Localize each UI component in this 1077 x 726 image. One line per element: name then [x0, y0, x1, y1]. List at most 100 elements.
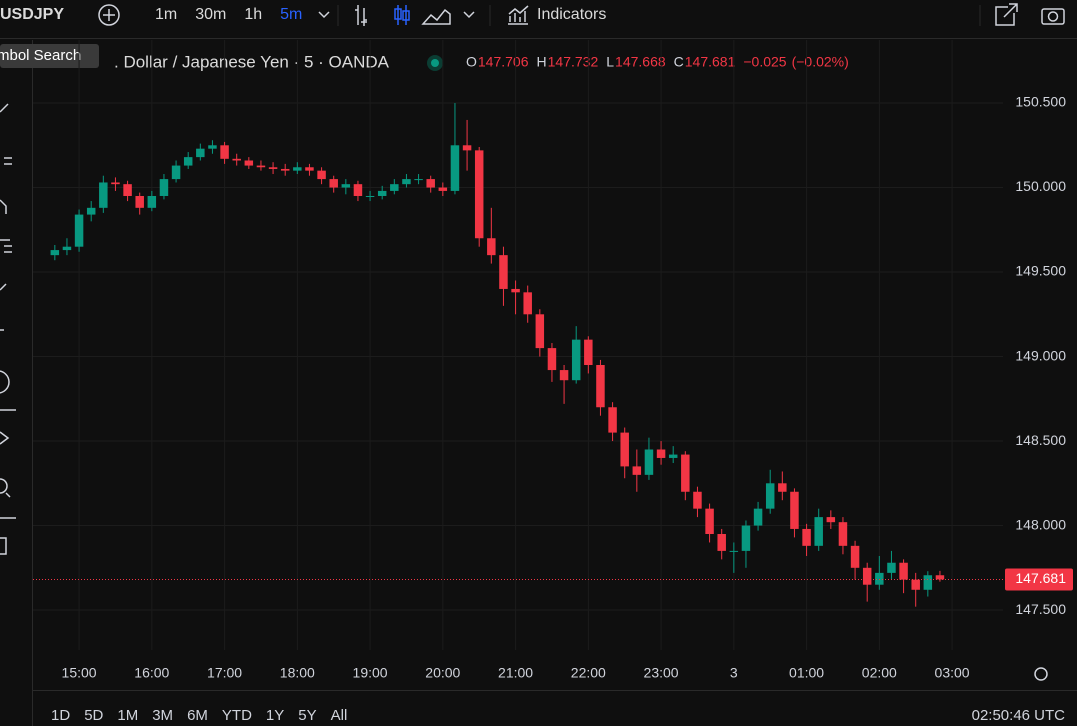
candle-body	[438, 187, 448, 191]
candle-body	[377, 190, 387, 196]
range-buttons: 1D 5D 1M 3M 6M YTD 1Y 5Y All	[51, 707, 347, 724]
range-button[interactable]: 3M	[152, 707, 173, 724]
settings-button[interactable]	[1034, 667, 1048, 681]
zoom-tool[interactable]	[0, 478, 8, 494]
legend-text: O	[466, 54, 477, 70]
shape-tool[interactable]	[0, 370, 10, 394]
range-button[interactable]: 1D	[51, 707, 70, 724]
interval-button[interactable]: 1m	[155, 6, 177, 23]
last-price-tag	[1005, 568, 1073, 591]
ohlc-legend: O 147.706 H 147.732 L 147.668 C 147.681 −0.025 (−…	[466, 54, 849, 70]
market-status-dot	[431, 59, 439, 67]
snapshot-button[interactable]	[1041, 8, 1065, 25]
interval-button[interactable]: 5m	[280, 6, 302, 23]
drawing-tools[interactable]	[0, 103, 16, 519]
candle-body	[135, 195, 144, 208]
candle-body	[123, 184, 132, 196]
candle-body	[450, 145, 460, 191]
tooltip-text: mbol Search	[0, 47, 81, 64]
candle-body	[571, 339, 581, 381]
x-tick-label: 21:00	[498, 665, 533, 681]
candle-body	[256, 165, 266, 168]
candle-body	[850, 545, 860, 568]
interval-button[interactable]: 30m	[195, 6, 226, 23]
range-button[interactable]: 6M	[187, 707, 208, 724]
candle-body	[523, 292, 532, 315]
y-tick-label: 148.500	[1015, 432, 1066, 448]
compare-button[interactable]	[98, 4, 120, 26]
candle-body	[74, 214, 84, 247]
candle-body	[802, 528, 811, 546]
interval-dropdown[interactable]	[318, 11, 330, 19]
legend-text: −0.025	[743, 54, 786, 70]
x-tick-label: 20:00	[425, 665, 460, 681]
indicators-button[interactable]: Indicators	[537, 6, 606, 23]
candle-body	[899, 562, 908, 580]
legend-text: 147.706	[478, 54, 529, 70]
range-button[interactable]: 1M	[117, 707, 138, 724]
candle-body	[790, 491, 799, 529]
candle-body	[729, 550, 739, 552]
candle-body	[99, 182, 108, 208]
range-button[interactable]: YTD	[222, 707, 252, 724]
candle-body	[402, 179, 411, 185]
candle-body	[862, 567, 872, 585]
candle-body	[159, 179, 169, 196]
candle-body	[220, 145, 229, 159]
candle-body	[826, 517, 836, 523]
y-tick-label: 147.500	[1015, 601, 1066, 617]
last-price-label: 147.681	[1015, 570, 1066, 586]
legend-text: H	[537, 54, 547, 70]
candle-body	[596, 365, 605, 408]
candle-body	[753, 508, 763, 526]
candle-body	[462, 145, 472, 151]
lock-tool[interactable]	[0, 537, 7, 555]
range-button[interactable]: 5D	[84, 707, 103, 724]
range-button[interactable]: 1Y	[266, 707, 284, 724]
candle-body	[717, 534, 726, 551]
candle-body	[875, 572, 884, 585]
x-tick-label: 17:00	[207, 665, 242, 681]
symbol-button[interactable]: USDJPY	[0, 6, 64, 23]
legend-text: 147.668	[615, 54, 666, 70]
candle-body	[196, 148, 205, 158]
range-button[interactable]: All	[331, 707, 348, 724]
clock: 02:50:46 UTC	[972, 707, 1066, 724]
area-button[interactable]	[421, 8, 451, 25]
measure-tool[interactable]	[0, 431, 10, 445]
candle-body	[620, 432, 629, 467]
candle-body	[741, 525, 751, 551]
candle-body	[547, 348, 557, 371]
y-tick-label: 150.500	[1015, 94, 1066, 110]
candle-body	[668, 454, 678, 458]
candle-body	[86, 207, 96, 215]
x-tick-label: 18:00	[280, 665, 315, 681]
candle-body	[426, 179, 435, 188]
candle-body	[765, 483, 775, 509]
fullscreen-button[interactable]	[995, 3, 1018, 26]
candle-body	[232, 158, 241, 161]
candle-body	[935, 575, 945, 580]
x-tick-label: 16:00	[134, 665, 169, 681]
compare-icon	[103, 9, 115, 21]
candle-body	[778, 483, 787, 492]
range-button[interactable]: 5Y	[298, 707, 316, 724]
bars-button[interactable]	[355, 5, 367, 26]
candle-body	[305, 167, 314, 171]
candle-body	[171, 165, 181, 180]
candle-body	[353, 184, 363, 196]
top-toolbar	[0, 0, 1077, 38]
candle-body	[62, 246, 72, 251]
chart-type-dropdown[interactable]	[463, 11, 475, 19]
candle-body	[341, 184, 351, 188]
candle-body	[280, 168, 290, 171]
candle-body	[535, 314, 545, 349]
candle-body	[911, 579, 920, 590]
y-tick-label: 150.000	[1015, 178, 1066, 194]
y-tick-label: 149.500	[1015, 263, 1066, 279]
interval-button[interactable]: 1h	[244, 6, 262, 23]
symbol-title: . Dollar / Japanese Yen · 5 · OANDA	[114, 52, 390, 71]
candle-body	[365, 195, 375, 197]
candle-body	[499, 255, 508, 289]
